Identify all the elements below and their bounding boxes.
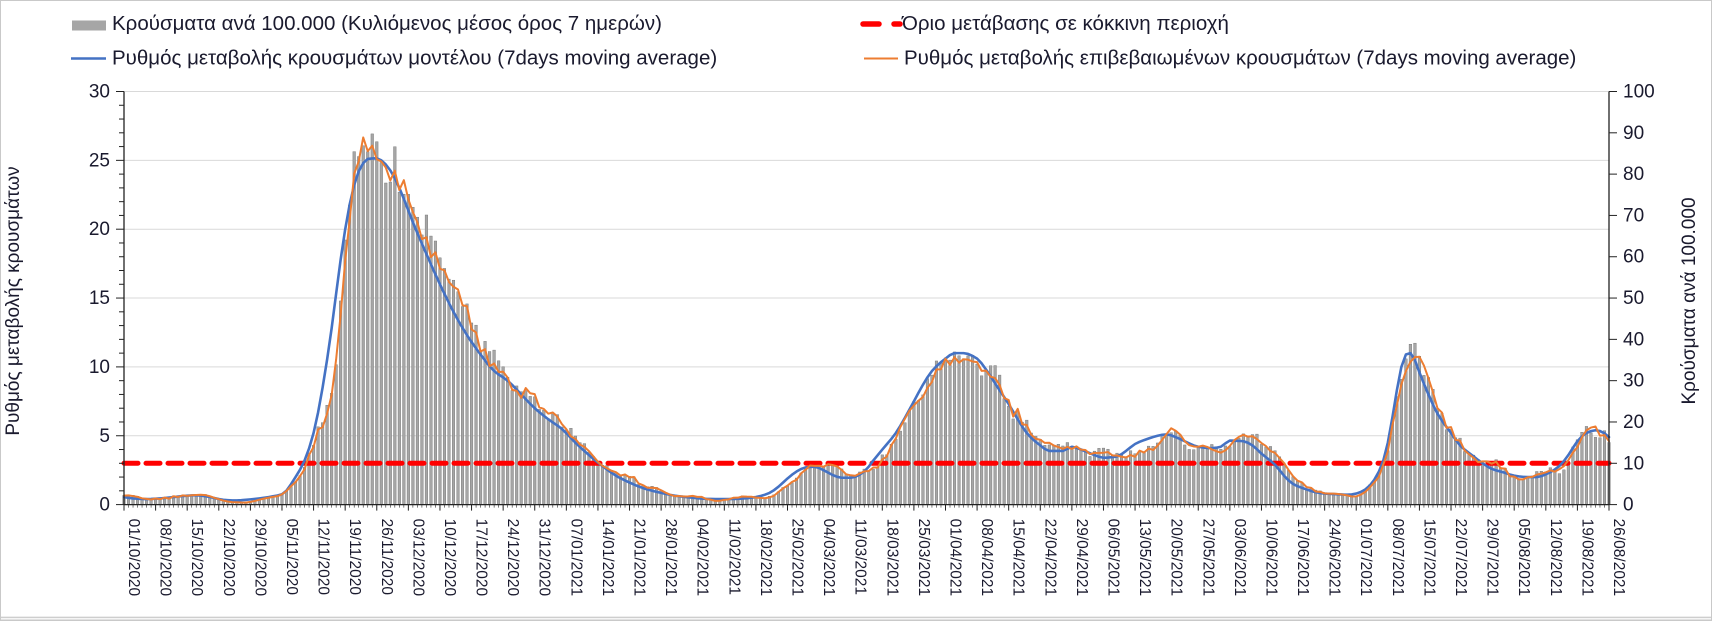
svg-text:60: 60 (1623, 247, 1644, 268)
svg-text:20: 20 (89, 219, 110, 240)
svg-text:01/04/2021: 01/04/2021 (946, 519, 963, 597)
svg-text:19/08/2021: 19/08/2021 (1578, 519, 1595, 597)
svg-text:17/06/2021: 17/06/2021 (1294, 519, 1311, 597)
svg-text:26/08/2021: 26/08/2021 (1610, 519, 1627, 597)
svg-text:11/03/2021: 11/03/2021 (852, 519, 869, 595)
svg-text:04/02/2021: 04/02/2021 (694, 519, 711, 597)
svg-text:0: 0 (1623, 495, 1634, 516)
svg-text:15/10/2020: 15/10/2020 (188, 519, 205, 597)
svg-text:100: 100 (1623, 82, 1655, 103)
svg-text:70: 70 (1623, 205, 1644, 226)
svg-text:15: 15 (89, 288, 110, 309)
svg-text:19/11/2020: 19/11/2020 (346, 519, 363, 596)
svg-text:5: 5 (99, 426, 110, 447)
svg-text:04/03/2021: 04/03/2021 (820, 519, 837, 597)
svg-text:Ρυθμός μεταβολής επιβεβαιωμένω: Ρυθμός μεταβολής επιβεβαιωμένων κρουσμάτ… (904, 47, 1576, 70)
svg-text:90: 90 (1623, 123, 1644, 144)
svg-text:06/05/2021: 06/05/2021 (1104, 519, 1121, 597)
svg-text:22/10/2020: 22/10/2020 (220, 519, 237, 597)
svg-text:14/01/2021: 14/01/2021 (599, 519, 616, 597)
svg-text:40: 40 (1623, 329, 1644, 350)
svg-text:12/11/2020: 12/11/2020 (315, 519, 332, 596)
svg-text:03/12/2020: 03/12/2020 (409, 519, 426, 597)
svg-text:50: 50 (1623, 288, 1644, 309)
svg-text:26/11/2020: 26/11/2020 (378, 519, 395, 596)
svg-text:Ρυθμός μεταβολής κρουσμάτων μο: Ρυθμός μεταβολής κρουσμάτων μοντέλου (7d… (112, 47, 717, 70)
svg-text:24/12/2020: 24/12/2020 (504, 519, 521, 597)
svg-text:25/03/2021: 25/03/2021 (915, 519, 932, 597)
svg-text:29/04/2021: 29/04/2021 (1073, 519, 1090, 597)
svg-text:15/07/2021: 15/07/2021 (1420, 519, 1437, 597)
svg-text:20/05/2021: 20/05/2021 (1168, 519, 1185, 597)
svg-text:28/01/2021: 28/01/2021 (662, 519, 679, 597)
svg-text:13/05/2021: 13/05/2021 (1136, 519, 1153, 597)
svg-text:11/02/2021: 11/02/2021 (725, 519, 742, 595)
svg-text:30: 30 (89, 82, 110, 103)
svg-text:18/03/2021: 18/03/2021 (883, 519, 900, 597)
svg-text:29/10/2020: 29/10/2020 (251, 519, 268, 597)
svg-text:Κρούσματα ανά 100.000: Κρούσματα ανά 100.000 (1679, 197, 1700, 404)
svg-text:31/12/2020: 31/12/2020 (536, 519, 553, 597)
svg-text:80: 80 (1623, 164, 1644, 185)
svg-text:12/08/2021: 12/08/2021 (1547, 519, 1564, 597)
svg-text:22/07/2021: 22/07/2021 (1452, 519, 1469, 597)
svg-text:Κρούσματα ανά 100.000 (Κυλιόμε: Κρούσματα ανά 100.000 (Κυλιόμενος μέσος … (112, 12, 662, 35)
svg-text:Ρυθμός μεταβολής κρουσμάτων: Ρυθμός μεταβολής κρουσμάτων (3, 166, 24, 435)
svg-text:Όριο μετάβασης σε κόκκινη περι: Όριο μετάβασης σε κόκκινη περιοχή (901, 12, 1229, 35)
svg-text:10/06/2021: 10/06/2021 (1262, 519, 1279, 597)
svg-text:10: 10 (89, 357, 110, 378)
svg-text:08/10/2020: 08/10/2020 (157, 519, 174, 597)
svg-text:03/06/2021: 03/06/2021 (1231, 519, 1248, 597)
svg-text:10/12/2020: 10/12/2020 (441, 519, 458, 597)
svg-text:08/04/2021: 08/04/2021 (978, 519, 995, 597)
svg-text:20: 20 (1623, 412, 1644, 433)
svg-text:01/07/2021: 01/07/2021 (1357, 519, 1374, 597)
svg-text:08/07/2021: 08/07/2021 (1389, 519, 1406, 597)
svg-text:22/04/2021: 22/04/2021 (1041, 519, 1058, 597)
svg-text:30: 30 (1623, 371, 1644, 392)
svg-text:07/01/2021: 07/01/2021 (567, 519, 584, 597)
svg-text:18/02/2021: 18/02/2021 (757, 519, 774, 597)
svg-text:10: 10 (1623, 453, 1644, 474)
svg-text:01/10/2020: 01/10/2020 (125, 519, 142, 597)
svg-text:05/08/2021: 05/08/2021 (1515, 519, 1532, 597)
svg-text:05/11/2020: 05/11/2020 (283, 519, 300, 596)
svg-text:29/07/2021: 29/07/2021 (1484, 519, 1501, 597)
svg-text:17/12/2020: 17/12/2020 (473, 519, 490, 597)
svg-text:25: 25 (89, 150, 110, 171)
svg-text:0: 0 (99, 495, 110, 516)
svg-text:15/04/2021: 15/04/2021 (1010, 519, 1027, 597)
svg-text:25/02/2021: 25/02/2021 (789, 519, 806, 597)
svg-text:21/01/2021: 21/01/2021 (631, 519, 648, 597)
svg-text:27/05/2021: 27/05/2021 (1199, 519, 1216, 597)
svg-text:24/06/2021: 24/06/2021 (1326, 519, 1343, 597)
